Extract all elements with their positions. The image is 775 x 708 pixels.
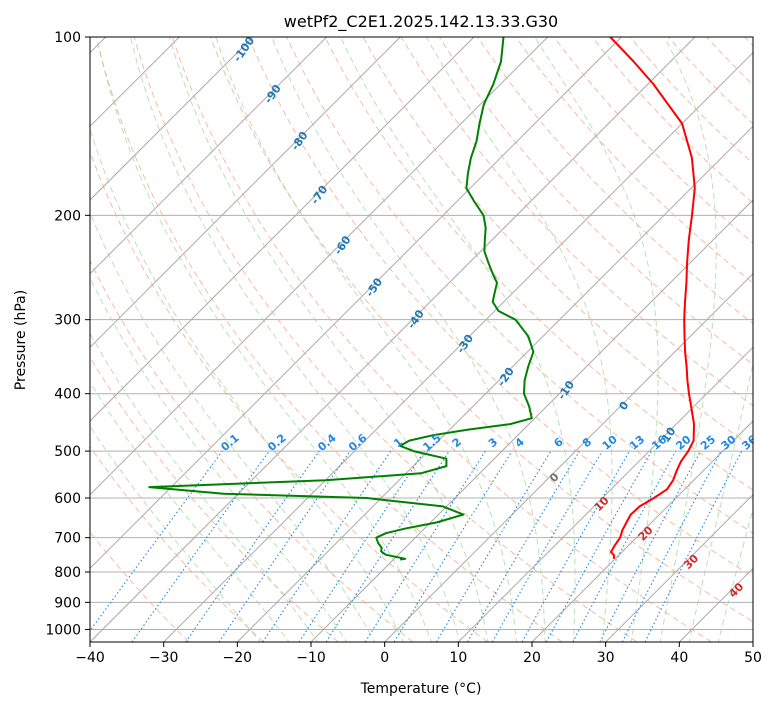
axes: −40 −30 −20 −10 0 10 20 30 40 50 100 200 300 400 500 60… bbox=[45, 30, 762, 666]
mixing-ratio-line bbox=[491, 450, 603, 642]
moist-adiabat-line bbox=[90, 127, 404, 642]
isotherm-line bbox=[90, 37, 475, 422]
moist-adiabat-line bbox=[90, 276, 347, 642]
y-tick-label: 100 bbox=[54, 30, 81, 46]
isotherm-line bbox=[605, 493, 753, 642]
x-tick-label: 40 bbox=[670, 650, 688, 666]
dry-adiabat-line bbox=[629, 37, 753, 165]
moist-adiabat-line bbox=[98, 46, 433, 642]
moist-adiabat-line bbox=[271, 37, 546, 642]
moist-adiabat-line bbox=[534, 37, 659, 642]
moist-adiabat-line bbox=[425, 37, 613, 642]
dry-adiabat-line bbox=[400, 37, 753, 407]
dry-adiabat-line bbox=[362, 37, 753, 449]
dry-adiabat-line bbox=[324, 37, 753, 491]
isotherm-line bbox=[384, 272, 753, 642]
dry-adiabat-line bbox=[95, 37, 563, 642]
isotherm-line bbox=[90, 37, 622, 570]
dry-adiabat-line bbox=[248, 37, 753, 578]
mixing-ratio-line bbox=[90, 450, 223, 632]
isotherm-line bbox=[90, 37, 696, 642]
x-axis-label: Temperature (°C) bbox=[360, 681, 482, 697]
x-tick-label: 50 bbox=[744, 650, 762, 666]
y-tick-label: 900 bbox=[54, 595, 81, 611]
moist-adiabat-line bbox=[90, 425, 261, 642]
profile-lines bbox=[148, 37, 696, 561]
isotherm-line bbox=[90, 37, 254, 201]
moist-adiabat-line bbox=[90, 211, 376, 642]
dry-adiabat-line bbox=[210, 37, 753, 623]
isotherm-line bbox=[163, 51, 753, 642]
x-tick-label: −40 bbox=[75, 650, 105, 666]
moist-adiabat-line bbox=[688, 362, 753, 642]
moist-adiabat-line bbox=[339, 37, 576, 642]
x-tick-label: 0 bbox=[380, 650, 389, 666]
dry-adiabat-line bbox=[477, 37, 753, 325]
y-tick-label: 700 bbox=[54, 531, 81, 547]
mixing-ratio-line bbox=[521, 450, 630, 642]
moist-adiabat-line bbox=[168, 37, 489, 642]
y-tick-label: 200 bbox=[54, 208, 81, 224]
isotherm-line bbox=[531, 420, 753, 642]
y-tick-label: 800 bbox=[54, 565, 81, 581]
mixing-ratio-line bbox=[545, 450, 653, 642]
mixing-ratio-line bbox=[325, 450, 450, 642]
y-tick-label: 600 bbox=[54, 491, 81, 507]
y-axis-label: Pressure (hPa) bbox=[13, 290, 29, 390]
dry-adiabat-line bbox=[90, 259, 414, 642]
isotherm-line bbox=[90, 37, 328, 275]
mixing-ratio-line bbox=[185, 450, 320, 642]
isotherm-line bbox=[90, 37, 549, 496]
x-tick-label: −10 bbox=[296, 650, 326, 666]
y-tick-label: 500 bbox=[54, 444, 81, 460]
y-tick-label: 1000 bbox=[45, 622, 81, 638]
x-tick-label: −20 bbox=[223, 650, 253, 666]
mixing-ratio-line bbox=[131, 450, 270, 642]
x-tick-label: −30 bbox=[149, 650, 179, 666]
x-tick-label: 20 bbox=[523, 650, 541, 666]
isotherm-line bbox=[236, 125, 753, 642]
dry-adiabat-line bbox=[133, 37, 638, 642]
mixing-ratio-line bbox=[218, 450, 351, 642]
chart-title: wetPf2_C2E1.2025.142.13.33.G30 bbox=[284, 12, 558, 32]
dry-adiabat-line bbox=[171, 37, 712, 642]
moist-adiabat-line bbox=[90, 381, 290, 642]
x-tick-label: 30 bbox=[597, 650, 615, 666]
isotherm-line bbox=[90, 37, 401, 349]
y-tick-label: 300 bbox=[54, 313, 81, 329]
mixing-ratio-line bbox=[467, 450, 580, 642]
dewpoint-profile-line bbox=[148, 37, 535, 561]
mixing-ratio-line bbox=[435, 450, 552, 642]
moist-adiabat-line bbox=[659, 37, 717, 642]
mixing-ratio-line bbox=[364, 450, 486, 642]
mixing-ratio-line bbox=[572, 450, 677, 642]
isotherm-line bbox=[457, 346, 753, 642]
mixing-ratio-line bbox=[393, 450, 513, 642]
moist-adiabat-line bbox=[215, 37, 518, 642]
y-tick-label: 400 bbox=[54, 387, 81, 403]
dry-adiabat-line bbox=[515, 37, 753, 284]
background-lines bbox=[90, 37, 753, 642]
moist-adiabat-line bbox=[90, 332, 319, 642]
dry-adiabat-line bbox=[591, 37, 753, 204]
dry-adiabat-line bbox=[90, 445, 264, 642]
plot-frame bbox=[89, 36, 754, 643]
moist-adiabat-line bbox=[129, 37, 461, 642]
x-tick-label: 10 bbox=[449, 650, 467, 666]
temperature-profile-line bbox=[609, 37, 696, 559]
